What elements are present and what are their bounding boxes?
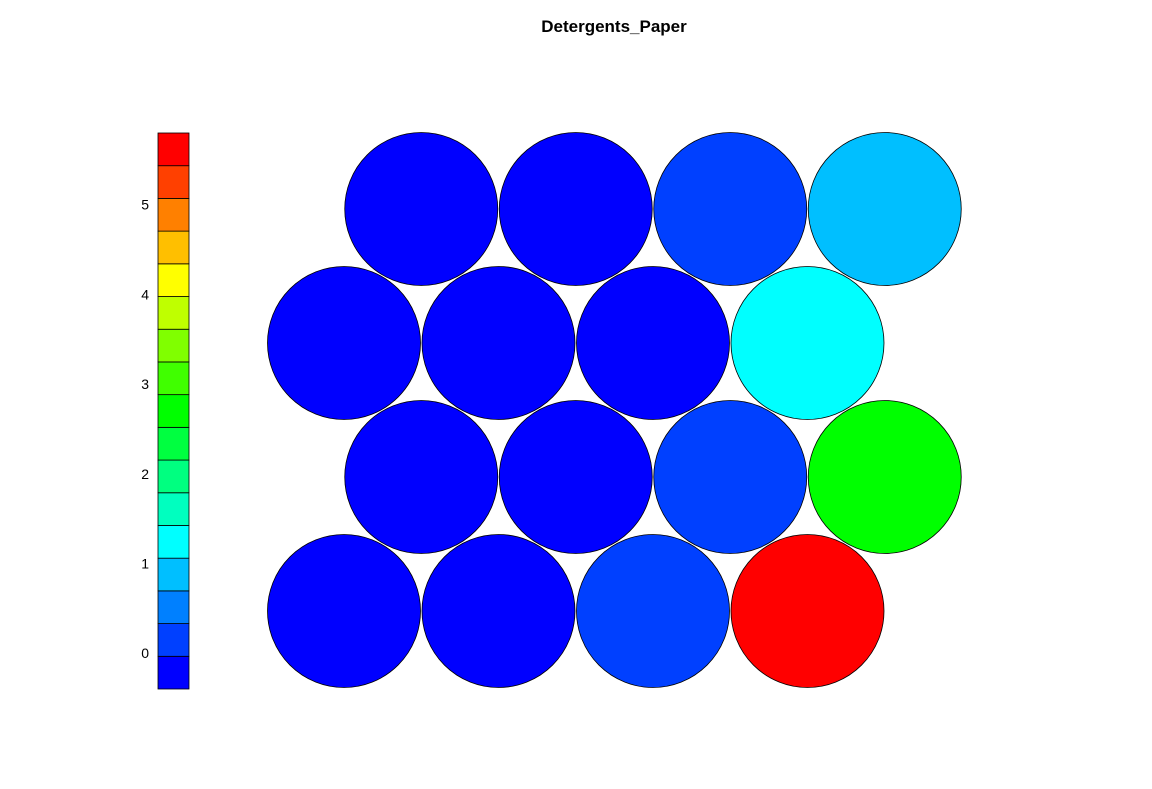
som-cell bbox=[498, 400, 653, 554]
colorbar-bin bbox=[157, 328, 190, 363]
som-cell bbox=[267, 266, 421, 420]
colorbar bbox=[157, 132, 190, 690]
som-cell bbox=[807, 400, 962, 554]
som-cell bbox=[421, 266, 576, 420]
colorbar-tick-label: 3 bbox=[141, 376, 149, 392]
som-cell bbox=[344, 132, 499, 286]
som-cell bbox=[653, 132, 808, 286]
som-cell bbox=[421, 534, 576, 688]
som-cell bbox=[653, 400, 808, 554]
colorbar-bin bbox=[157, 426, 190, 461]
colorbar-bin bbox=[157, 132, 190, 167]
colorbar-tick-label: 0 bbox=[141, 645, 149, 661]
som-cells bbox=[267, 132, 962, 688]
som-cell bbox=[807, 132, 962, 286]
colorbar-bin bbox=[157, 198, 190, 232]
chart-title: Detergents_Paper bbox=[541, 17, 687, 36]
colorbar-tick-label: 1 bbox=[141, 555, 149, 571]
colorbar-bin bbox=[157, 655, 190, 690]
colorbar-bin bbox=[157, 590, 190, 624]
som-cell bbox=[576, 266, 730, 420]
colorbar-bin bbox=[157, 557, 190, 592]
colorbar-tick-label: 2 bbox=[141, 466, 149, 482]
colorbar-bin bbox=[157, 165, 190, 199]
colorbar-bin bbox=[157, 296, 190, 330]
som-cell bbox=[730, 266, 885, 420]
colorbar-tick-label: 5 bbox=[141, 197, 149, 213]
colorbar-bin bbox=[157, 263, 190, 297]
som-cell bbox=[267, 534, 421, 688]
colorbar-bin bbox=[157, 525, 190, 559]
colorbar-bin bbox=[157, 230, 190, 265]
colorbar-bin bbox=[157, 623, 190, 657]
som-cell bbox=[498, 132, 653, 286]
colorbar-bin bbox=[157, 394, 190, 428]
colorbar-bin bbox=[157, 361, 190, 396]
som-cell bbox=[730, 534, 885, 688]
colorbar-bin bbox=[157, 492, 190, 526]
som-cell bbox=[576, 534, 730, 688]
colorbar-bin bbox=[157, 459, 190, 494]
colorbar-tick-label: 4 bbox=[141, 286, 149, 302]
som-cell bbox=[344, 400, 499, 554]
colorbar-ticks: 0 1 2 3 4 5 bbox=[141, 197, 149, 661]
